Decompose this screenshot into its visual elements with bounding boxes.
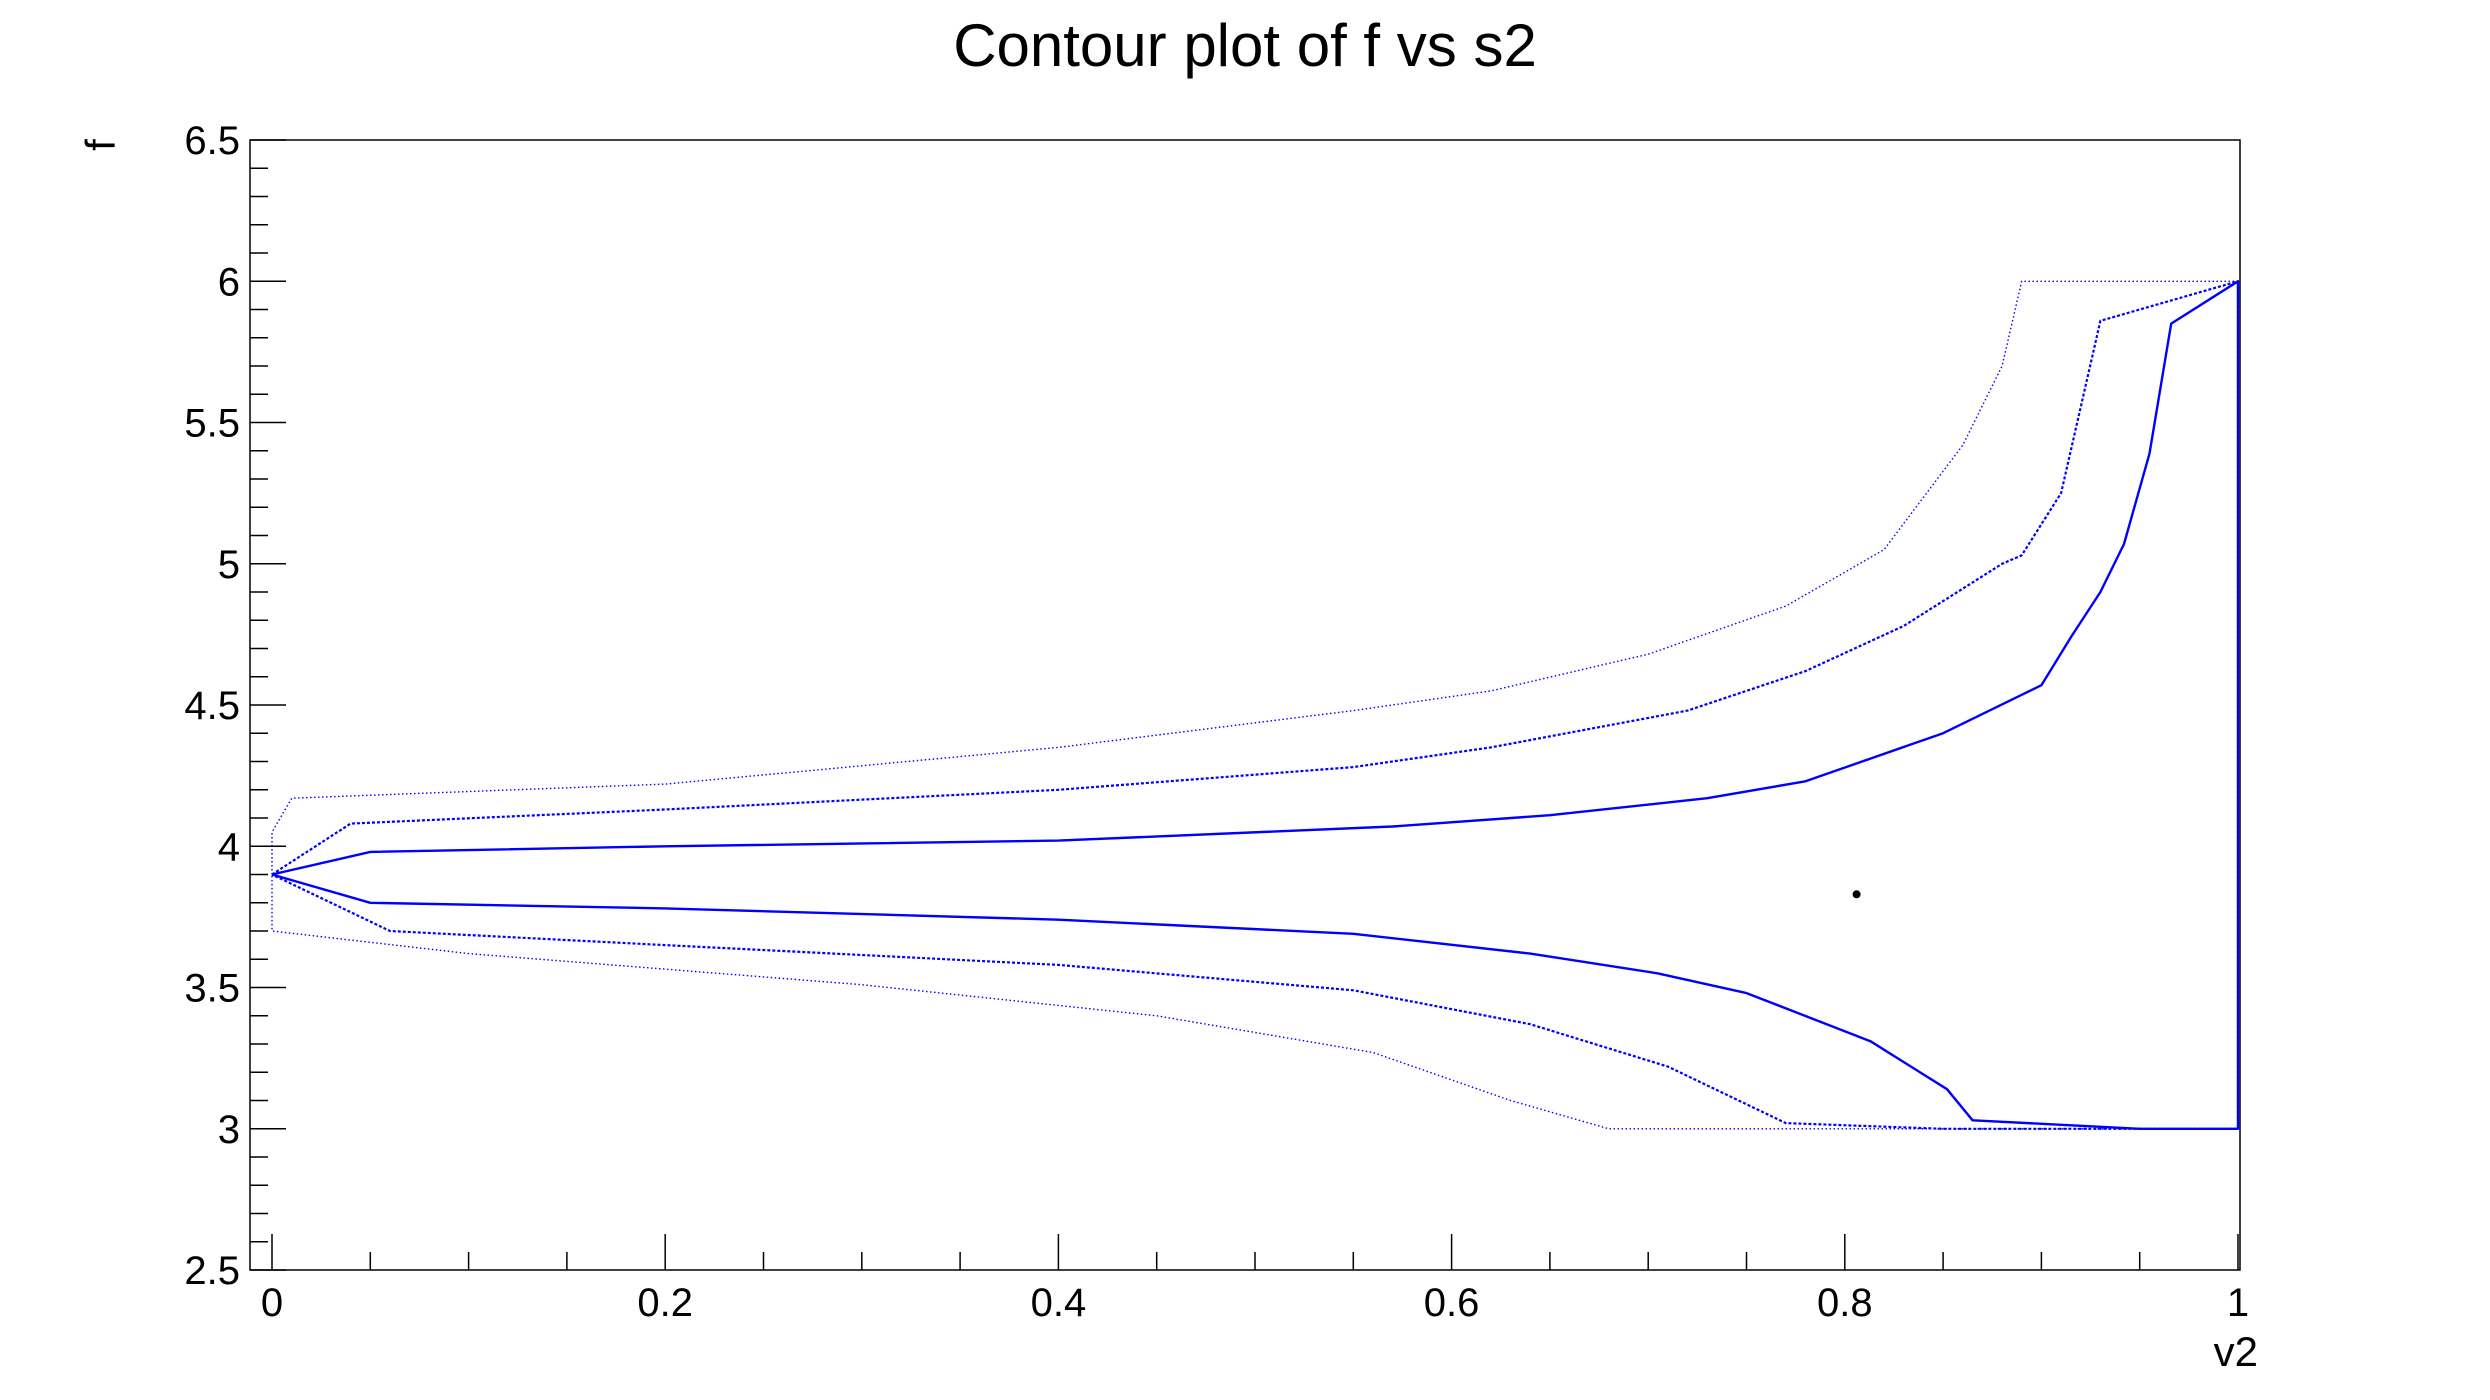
y-tick-label: 5.5 xyxy=(184,402,240,446)
best-fit-point xyxy=(1852,890,1861,899)
y-tick-label: 4 xyxy=(218,825,240,869)
y-tick-label: 3 xyxy=(218,1108,240,1152)
x-tick-label: 0 xyxy=(261,1281,283,1325)
contour-lines xyxy=(271,280,2240,1130)
y-tick-label: 3.5 xyxy=(184,967,240,1011)
x-axis-title: v2 xyxy=(2214,1328,2258,1375)
y-axis-title: f xyxy=(77,139,124,151)
y-tick-label: 4.5 xyxy=(184,684,240,728)
contour-dotted-2 xyxy=(271,280,2239,1130)
x-tick-label: 0.2 xyxy=(637,1281,693,1325)
x-tick-label: 1 xyxy=(2227,1281,2249,1325)
contour-solid-0 xyxy=(271,280,2240,1130)
x-tick-label: 0.4 xyxy=(1031,1281,1087,1325)
x-axis: 0 0.2 0.4 0.6 0.8 1 xyxy=(261,1234,2249,1325)
y-tick-label: 6 xyxy=(218,260,240,304)
y-tick-label: 2.5 xyxy=(184,1249,240,1293)
x-tick-label: 0.8 xyxy=(1817,1281,1873,1325)
y-tick-label: 6.5 xyxy=(184,119,240,163)
y-axis: 2.5 3 3.5 4 4.5 5 5.5 6 6.5 xyxy=(184,119,286,1293)
x-tick-label: 0.6 xyxy=(1424,1281,1480,1325)
y-tick-label: 5 xyxy=(218,543,240,587)
chart-title: Contour plot of f vs s2 xyxy=(953,12,1537,79)
